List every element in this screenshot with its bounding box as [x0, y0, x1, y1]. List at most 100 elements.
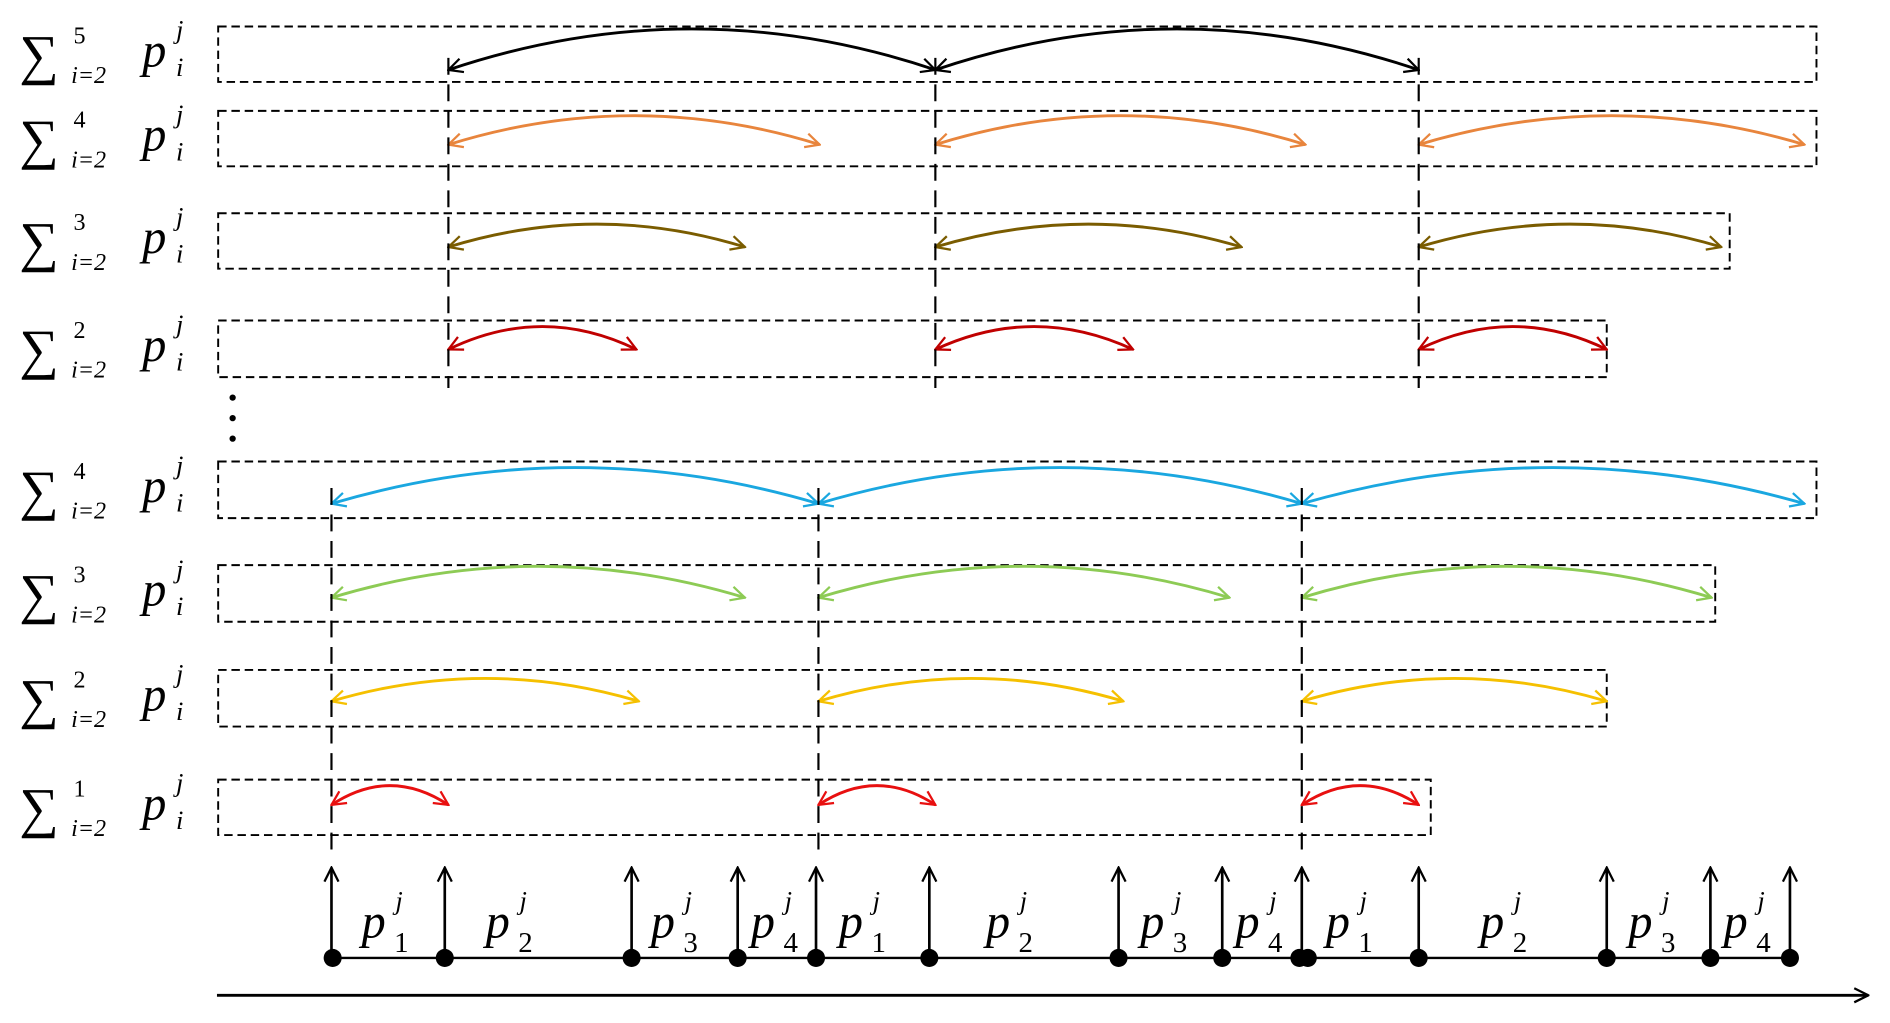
span-arrow	[935, 325, 1133, 350]
term-sub: i	[176, 239, 183, 269]
term-base: p	[139, 211, 166, 264]
sum-lower: i=2	[71, 499, 106, 525]
sum-symbol: ∑	[19, 669, 59, 730]
sum-lower: i=2	[71, 707, 106, 733]
job-sup: j	[1511, 886, 1521, 916]
job-sup: j	[782, 886, 792, 916]
sum-symbol: ∑	[19, 564, 59, 625]
job-base: p	[648, 895, 675, 948]
job-base: p	[983, 895, 1010, 948]
job-base: p	[483, 895, 510, 948]
term-sup: j	[173, 99, 183, 129]
event-dot	[1597, 948, 1616, 967]
job-sub: 1	[394, 927, 408, 959]
sum-upper: 4	[74, 108, 86, 134]
term-sub: i	[176, 52, 183, 82]
job-sub: 3	[1173, 927, 1187, 959]
job-sub: 1	[1358, 927, 1372, 959]
event-dot	[1213, 948, 1232, 967]
term-sub: i	[176, 805, 183, 835]
event-dot	[920, 948, 939, 967]
job-sub: 3	[1661, 927, 1675, 959]
span-arrow	[448, 222, 745, 247]
span-arrow	[1419, 222, 1722, 247]
span-arrow	[331, 784, 448, 805]
span-arrow	[331, 676, 638, 701]
job-sup: j	[1754, 886, 1764, 916]
span-arrow	[818, 676, 1123, 701]
job-base: p	[836, 895, 863, 948]
term-sup: j	[173, 15, 183, 45]
span-arrow	[935, 27, 1418, 70]
job-sup: j	[1171, 886, 1181, 916]
sum-lower: i=2	[71, 250, 106, 276]
row-box	[217, 109, 1818, 168]
span-arrow	[818, 466, 1301, 504]
job-base: p	[1232, 895, 1259, 948]
job-sub: 2	[518, 927, 532, 959]
row-box	[217, 25, 1818, 83]
job-sup: j	[1266, 886, 1276, 916]
event-dot	[435, 948, 454, 967]
span-arrow	[818, 564, 1229, 597]
job-sup: j	[1659, 886, 1669, 916]
span-arrow	[1302, 784, 1419, 805]
sum-lower: i=2	[71, 602, 106, 628]
job-sup: j	[392, 886, 402, 916]
span-arrow	[935, 114, 1305, 145]
span-arrow	[448, 27, 935, 70]
row-box	[217, 212, 1731, 270]
term-sub: i	[176, 591, 183, 621]
span-arrow	[331, 564, 744, 597]
job-sub: 4	[1756, 927, 1770, 959]
term-sup: j	[173, 201, 183, 231]
event-dot	[622, 948, 641, 967]
job-base: p	[1625, 895, 1652, 948]
sum-upper: 3	[74, 210, 86, 236]
span-arrow	[331, 466, 818, 504]
job-sub: 2	[1019, 927, 1033, 959]
term-sub: i	[176, 696, 183, 726]
term-base: p	[139, 668, 166, 721]
event-dot	[323, 948, 342, 967]
span-arrow	[1302, 676, 1607, 701]
sum-symbol: ∑	[19, 460, 59, 521]
span-arrow	[1419, 114, 1805, 145]
term-sup: j	[173, 768, 183, 798]
event-dot	[1109, 948, 1128, 967]
sum-upper: 4	[74, 459, 86, 485]
job-sup: j	[1017, 886, 1027, 916]
event-dot	[1701, 948, 1720, 967]
row-box	[217, 564, 1717, 623]
sum-symbol: ∑	[19, 25, 59, 86]
term-base: p	[139, 563, 166, 616]
term-base: p	[139, 319, 166, 372]
span-arrow	[448, 325, 636, 351]
job-sup: j	[870, 886, 880, 916]
term-base: p	[139, 777, 166, 830]
job-base: p	[1477, 895, 1504, 948]
span-arrow	[448, 114, 819, 145]
sum-symbol: ∑	[19, 109, 59, 170]
event-dot	[1409, 948, 1428, 967]
job-sub: 4	[1268, 927, 1282, 959]
sum-symbol: ∑	[19, 319, 59, 380]
span-arrow	[818, 784, 935, 805]
row-box	[217, 319, 1608, 379]
event-dot	[1780, 948, 1799, 967]
job-sub: 4	[783, 927, 797, 959]
sum-symbol: ∑	[19, 211, 59, 272]
job-sup: j	[1357, 886, 1367, 916]
term-sub: i	[176, 136, 183, 166]
row-box	[217, 778, 1432, 836]
sum-upper: 2	[74, 667, 86, 693]
term-sub: i	[176, 347, 183, 377]
job-base: p	[1323, 895, 1350, 948]
sum-upper: 3	[74, 563, 86, 589]
term-base: p	[139, 460, 166, 513]
span-arrow	[935, 222, 1241, 247]
event-dot	[806, 948, 826, 967]
sum-lower: i=2	[71, 63, 106, 89]
